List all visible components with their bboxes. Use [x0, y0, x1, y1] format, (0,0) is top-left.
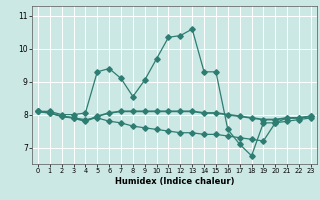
X-axis label: Humidex (Indice chaleur): Humidex (Indice chaleur) [115, 177, 234, 186]
